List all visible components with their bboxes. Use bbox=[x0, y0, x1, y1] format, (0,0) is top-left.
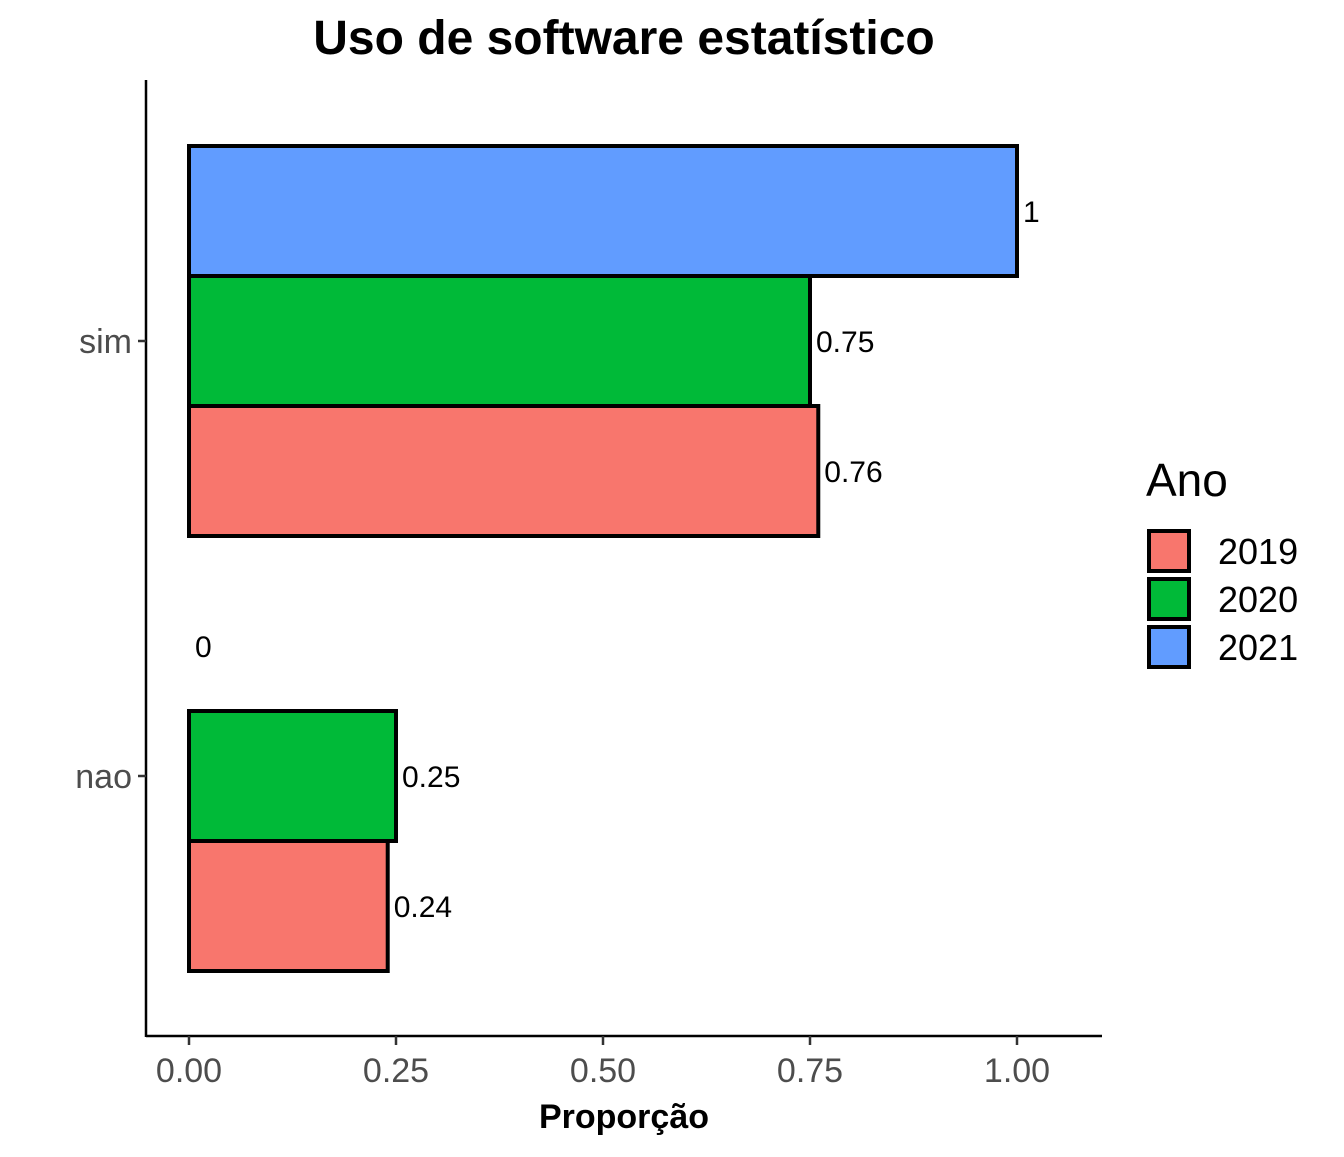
bar-sim-2020 bbox=[187, 274, 812, 408]
data-label-nao-2021: 0 bbox=[195, 631, 212, 664]
legend-label-2020: 2020 bbox=[1218, 579, 1298, 620]
legend-key-2019 bbox=[1147, 529, 1191, 573]
data-label-sim-2020: 0.75 bbox=[816, 326, 874, 359]
bar-sim-2019 bbox=[187, 404, 821, 538]
x-tick-label: 0.50 bbox=[570, 1052, 636, 1090]
legend-title: Ano bbox=[1146, 454, 1228, 506]
legend-label-2021: 2021 bbox=[1218, 627, 1298, 668]
chart-title: Uso de software estatístico bbox=[313, 12, 935, 65]
y-tick-label-sim: sim bbox=[79, 323, 132, 361]
x-axis-ticks: 0.00 0.25 0.50 0.75 1.00 bbox=[156, 1036, 1050, 1090]
plot-area: 0.76 0.75 1 0.24 0.25 0 bbox=[187, 144, 1040, 973]
x-tick-label: 1.00 bbox=[984, 1052, 1050, 1090]
x-tick-label: 0.25 bbox=[363, 1052, 429, 1090]
legend-label-2019: 2019 bbox=[1218, 531, 1298, 572]
x-tick-label: 0.00 bbox=[156, 1052, 222, 1090]
data-label-sim-2021: 1 bbox=[1023, 196, 1040, 229]
x-axis-title: Proporção bbox=[539, 1098, 709, 1136]
data-label-nao-2020: 0.25 bbox=[402, 761, 460, 794]
legend-key-2020 bbox=[1147, 577, 1191, 621]
legend-key-2021 bbox=[1147, 625, 1191, 669]
y-axis-ticks: sim nao bbox=[75, 323, 146, 796]
bar-nao-2020 bbox=[187, 709, 398, 843]
data-label-nao-2019: 0.24 bbox=[394, 891, 452, 924]
legend: Ano 2019 2020 2021 bbox=[1146, 454, 1298, 669]
y-tick-label-nao: nao bbox=[75, 758, 132, 796]
x-tick-label: 0.75 bbox=[777, 1052, 843, 1090]
data-label-sim-2019: 0.76 bbox=[824, 456, 882, 489]
bar-sim-2021 bbox=[187, 144, 1019, 278]
bar-nao-2019 bbox=[187, 839, 390, 973]
